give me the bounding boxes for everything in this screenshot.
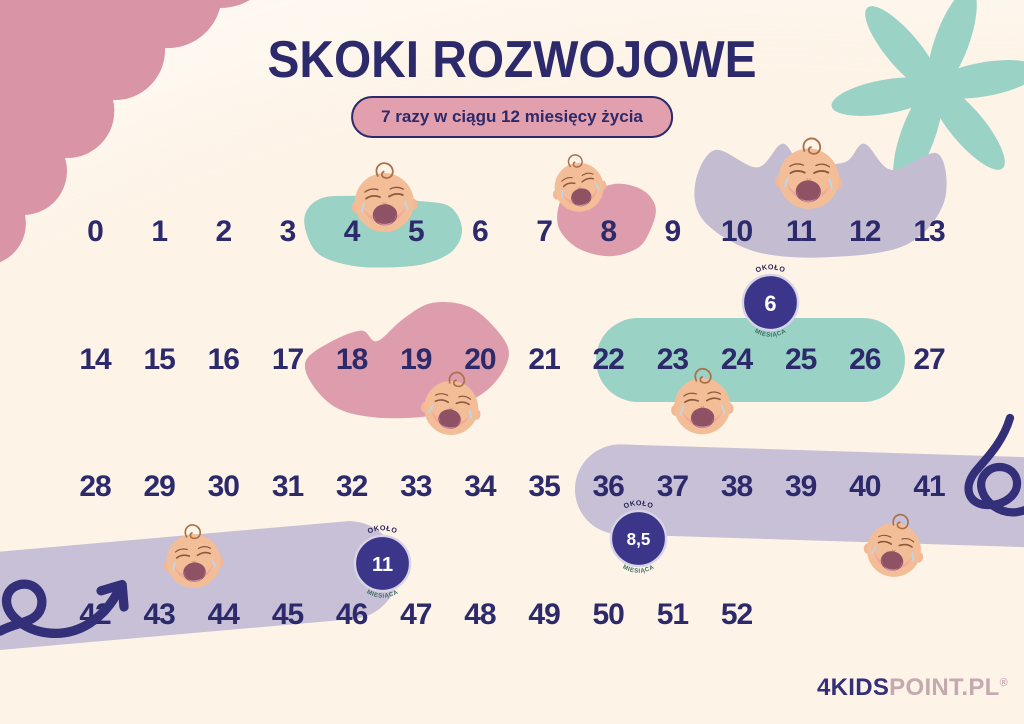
svg-text:OKOŁO: OKOŁO xyxy=(366,524,398,535)
svg-text:11: 11 xyxy=(371,554,392,576)
